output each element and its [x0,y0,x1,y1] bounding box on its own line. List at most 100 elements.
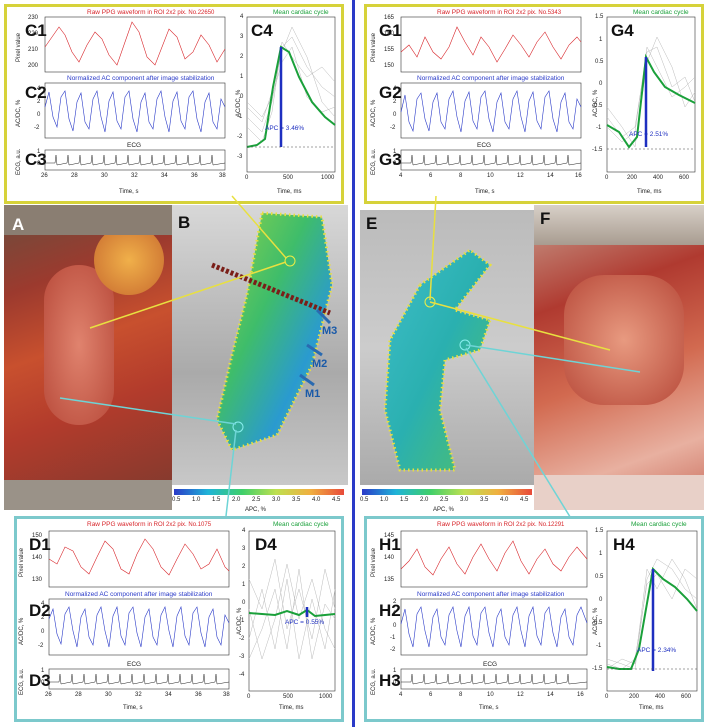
center-divider [352,0,355,727]
tick: -1 [239,618,245,624]
tick: 2.0 [232,497,241,503]
tick: 3.5 [480,497,489,503]
tick: 2 [240,54,244,60]
tick: 1 [37,149,41,155]
panel-box-g: G1 G2 G3 G4 Raw PPG waveform in ROI 2x2 … [364,4,704,204]
tick: 0 [393,623,397,629]
title-g1: Raw PPG waveform in ROI 2x2 pix. No.5343 [437,9,562,16]
tick: 1 [599,37,603,43]
plots-c [44,16,336,173]
tick: 0.5 [595,59,604,65]
xlabel-g4: Time, ms [637,189,662,195]
tick: 6 [429,692,433,698]
tick: 36 [191,173,198,179]
tick: 1 [242,582,246,588]
tick: 2 [393,99,397,105]
map-b-overlay [211,211,334,452]
tick: -2 [390,125,396,131]
tick: 16 [575,173,582,179]
tick: -4 [239,672,245,678]
tick: -3 [237,154,243,160]
title-h4: Mean cardiac cycle [631,521,687,528]
label-h3: H3 [379,671,401,690]
map-e-overlay [383,248,493,472]
tick: 2.5 [252,497,261,503]
tick: 26 [41,173,48,179]
panel-box-h: H1 H2 H3 H4 Raw PPG waveform in ROI 2x2 … [364,516,704,722]
tick: 500 [283,175,294,181]
tick: -2 [239,636,245,642]
label-a: A [12,215,25,234]
tick: 16 [577,692,584,698]
tick: 30 [105,692,112,698]
tick: 36 [195,692,202,698]
label-c3: C3 [25,150,47,169]
xlabel-g3: Time, s [475,189,495,195]
tick: 4 [399,173,403,179]
label-g1: G1 [379,21,402,40]
tick: 0 [242,600,246,606]
label-d1: D1 [29,535,51,554]
tick: 0 [37,112,41,118]
colorbar-b-ticks: 0.5 1.0 1.5 2.0 2.5 3.0 3.5 4.0 4.5 [172,497,348,507]
colorbar-e-ticks: 0.5 1.0 1.5 2.0 2.5 3.0 3.5 4.0 4.5 [360,497,536,507]
tick: 10 [487,173,494,179]
label-d3: D3 [29,671,51,690]
tick: 38 [219,173,226,179]
tick: 4.5 [332,497,341,503]
tick: 0 [247,694,251,700]
label-g3: G3 [379,150,402,169]
ylabel-g3: ECG, a.u. [371,148,377,175]
label-c1: C1 [25,21,47,40]
tick: -1 [390,635,396,641]
tick: 1 [393,668,397,674]
title-h3: ECG [483,661,498,668]
tick: 1.5 [595,528,604,534]
tick: 3.0 [272,497,281,503]
label-b: B [178,213,191,232]
tick: 34 [161,173,168,179]
xlabel-h3: Time, s [479,705,499,711]
label-h1: H1 [379,535,401,554]
tick: -1.5 [592,666,603,672]
tick: 140 [32,555,43,561]
tick: 0.5 [595,574,604,580]
tick: 3.0 [460,497,469,503]
tick: 4.0 [500,497,509,503]
ylabel-c1: Pixel value [16,32,22,62]
tick: 0 [393,680,397,686]
tick: 1 [240,74,244,80]
ylabel-d2: AC/DC, % [19,617,25,645]
tick: -0.5 [592,620,603,626]
tick: 0 [605,175,609,181]
photo-a: A [4,205,172,510]
tick: 0 [393,112,397,118]
apc-h: APC = 2.34% [637,647,677,654]
xlabel-c4: Time, ms [277,189,302,195]
title-d4: Mean cardiac cycle [273,521,329,528]
label-g4: G4 [611,21,634,40]
tick: 12 [517,173,524,179]
tick: 2 [242,564,246,570]
label-h4: H4 [613,535,635,554]
tick: -2 [38,643,44,649]
label-m1: M1 [305,388,321,400]
title-g2: Normalized AC component after image stab… [417,75,565,82]
tick: 1.5 [595,14,604,20]
tick: 2.5 [440,497,449,503]
tick: 14 [547,692,554,698]
tick: 12 [517,692,524,698]
panel-box-c: C1 C2 C3 C4 Raw PPG waveform in ROI 2x2 … [4,4,344,204]
tick: -3 [239,654,245,660]
tick: 130 [32,577,43,583]
tick: -2 [34,125,40,131]
ylabel-h3: ECG, a.u. [371,668,377,695]
tick: 8 [459,173,463,179]
title-d1: Raw PPG waveform in ROI 2x2 pix. No.1075 [87,521,212,528]
tick: 1 [393,149,397,155]
xlabel-c3: Time, s [119,189,139,195]
tick: 3 [240,34,244,40]
tick: 135 [384,577,395,583]
tick: 2 [41,615,45,621]
plots-h [400,530,698,692]
